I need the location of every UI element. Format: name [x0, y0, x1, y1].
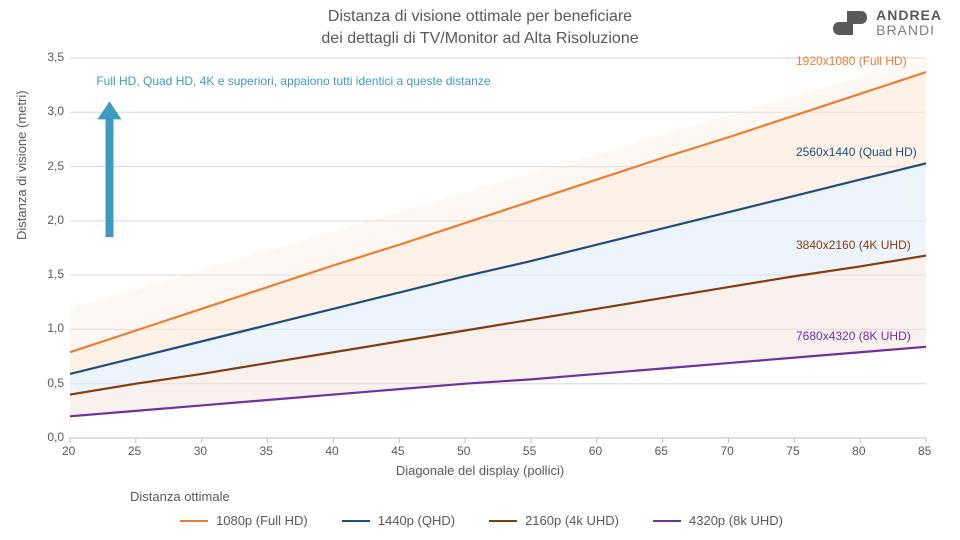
chart-title-line2: dei dettagli di TV/Monitor ad Alta Risol… — [0, 28, 960, 50]
annotation-text: Full HD, Quad HD, 4K e superiori, appaio… — [96, 74, 490, 88]
y-tick-label: 3,5 — [47, 50, 64, 64]
x-tick-label: 35 — [260, 444, 273, 458]
legend-swatch — [180, 520, 208, 522]
x-tick-label: 80 — [852, 444, 865, 458]
legend-item-qhd: 1440p (QHD) — [342, 513, 455, 528]
x-tick-label: 85 — [918, 444, 931, 458]
legend-item-fhd: 1080p (Full HD) — [180, 513, 308, 528]
x-tick-label: 65 — [655, 444, 668, 458]
legend-swatch — [342, 520, 370, 522]
x-tick-label: 55 — [523, 444, 536, 458]
x-tick-label: 20 — [62, 444, 75, 458]
legend-label: 4320p (8k UHD) — [689, 513, 783, 528]
x-tick-label: 45 — [391, 444, 404, 458]
series-end-label-uhd8k: 7680x4320 (8K UHD) — [796, 329, 911, 343]
logo-icon — [828, 8, 870, 38]
x-tick-label: 25 — [128, 444, 141, 458]
x-tick-label: 75 — [786, 444, 799, 458]
y-axis-label: Distanza di visione (metri) — [14, 90, 29, 240]
legend-item-uhd8k: 4320p (8k UHD) — [653, 513, 783, 528]
y-tick-label: 2,5 — [47, 159, 64, 173]
brand-logo: ANDREA BRANDI — [828, 8, 942, 38]
y-tick-label: 0,0 — [47, 430, 64, 444]
legend-swatch — [489, 520, 517, 522]
x-tick-label: 60 — [589, 444, 602, 458]
legend-label: 2160p (4k UHD) — [525, 513, 619, 528]
x-axis-label: Diagonale del display (pollici) — [0, 463, 960, 478]
y-tick-label: 1,5 — [47, 267, 64, 281]
y-tick-label: 2,0 — [47, 213, 64, 227]
legend-swatch — [653, 520, 681, 522]
series-end-label-qhd: 2560x1440 (Quad HD) — [796, 145, 917, 159]
y-tick-label: 3,0 — [47, 104, 64, 118]
legend: 1080p (Full HD) 1440p (QHD) 2160p (4k UHD)… — [180, 513, 783, 528]
x-tick-label: 40 — [325, 444, 338, 458]
logo-text-bottom: BRANDI — [876, 23, 942, 38]
y-tick-label: 0,5 — [47, 376, 64, 390]
legend-item-uhd4k: 2160p (4k UHD) — [489, 513, 619, 528]
legend-label: 1440p (QHD) — [378, 513, 455, 528]
chart-title-line1: Distanza di visione ottimale per benefic… — [0, 6, 960, 28]
legend-title: Distanza ottimale — [130, 489, 230, 504]
x-tick-label: 30 — [194, 444, 207, 458]
series-end-label-fhd: 1920x1080 (Full HD) — [796, 54, 907, 68]
series-end-label-uhd4k: 3840x2160 (4K UHD) — [796, 238, 911, 252]
logo-text-top: ANDREA — [876, 8, 942, 23]
y-tick-label: 1,0 — [47, 321, 64, 335]
x-tick-label: 50 — [457, 444, 470, 458]
legend-label: 1080p (Full HD) — [216, 513, 308, 528]
x-tick-label: 70 — [720, 444, 733, 458]
